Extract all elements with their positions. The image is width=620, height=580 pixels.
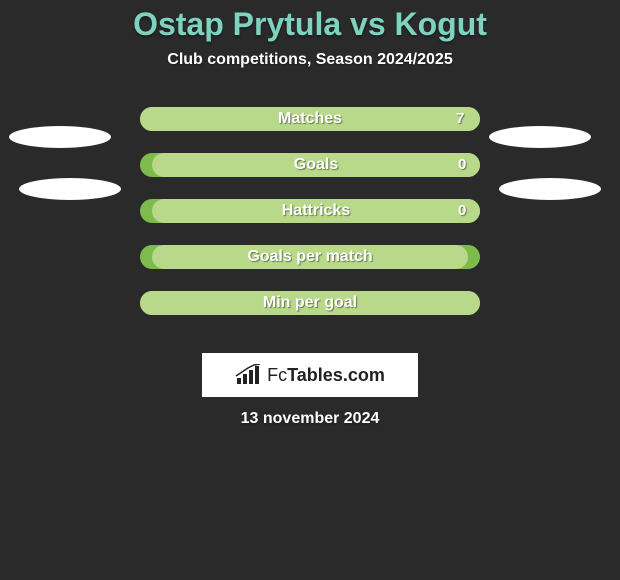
stat-row: Goals per match [0,245,620,291]
page-title: Ostap Prytula vs Kogut [0,0,620,43]
logo-main: Tables.com [287,365,385,385]
bar-fill [140,107,480,131]
bar-fill [152,199,480,223]
bar-fill [140,291,480,315]
logo-box: FcTables.com [202,353,418,397]
page-subtitle: Club competitions, Season 2024/2025 [0,51,620,69]
bar-fill [152,245,468,269]
decorative-ellipse [499,178,601,200]
decorative-ellipse [9,126,111,148]
decorative-ellipse [19,178,121,200]
bar-fill [152,153,480,177]
stat-row: Hattricks0 [0,199,620,245]
chart-icon [235,364,261,386]
stat-row: Min per goal [0,291,620,337]
date-label: 13 november 2024 [0,410,620,428]
logo-prefix: Fc [267,365,287,385]
logo-text: FcTables.com [267,365,385,386]
decorative-ellipse [489,126,591,148]
